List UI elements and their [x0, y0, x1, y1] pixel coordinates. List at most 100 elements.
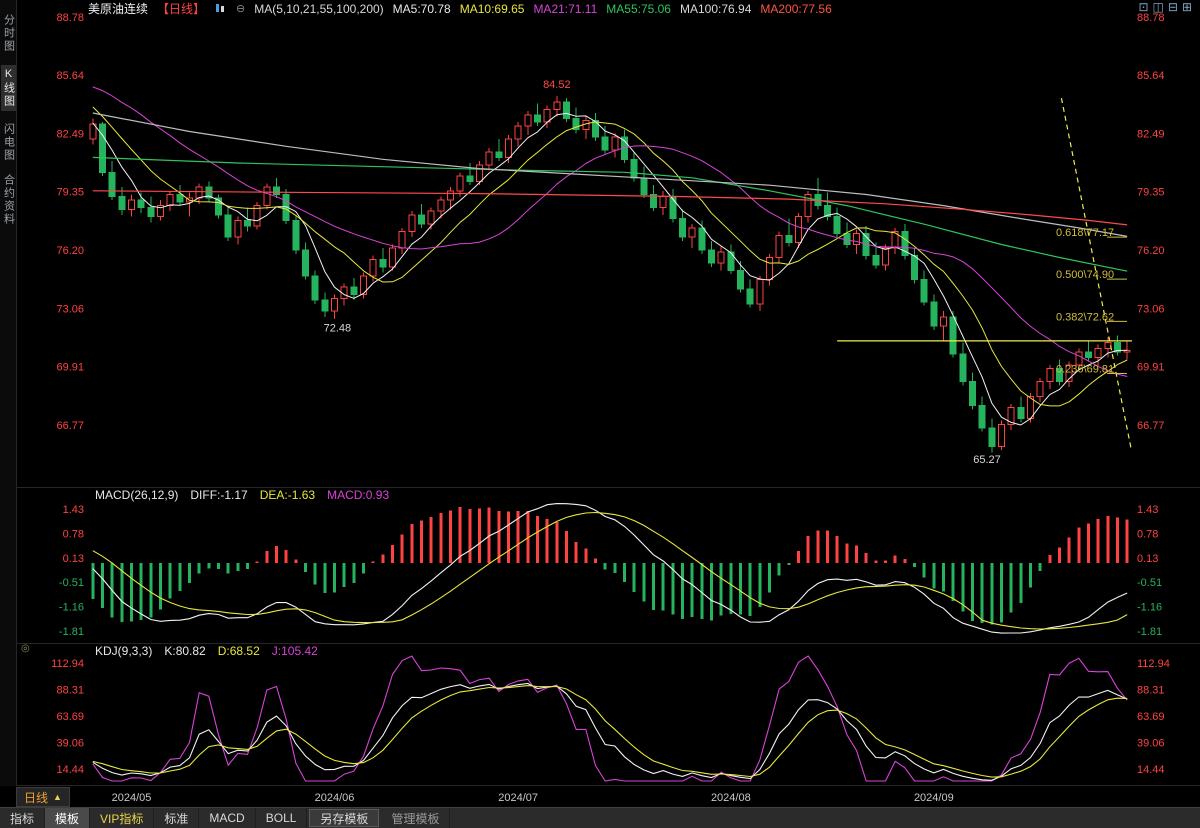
y-axis-label: 66.77: [56, 420, 84, 432]
ma-params-label: MA(5,10,21,55,100,200): [254, 1, 384, 16]
sidebar-tab-flash-chart[interactable]: 闪电图: [2, 123, 15, 162]
indicator-tab[interactable]: 指标: [0, 808, 46, 828]
candle-body: [766, 257, 773, 281]
kdj-d-line: [92, 685, 1128, 778]
candle-body: [775, 234, 783, 259]
macd-histogram: [91, 507, 1129, 625]
macd-tab[interactable]: MACD: [199, 808, 256, 828]
kdj-k-value: K:80.82: [164, 644, 206, 658]
candle-body: [959, 353, 967, 383]
macd-header: MACD(26,12,9) DIFF:-1.17 DEA:-1.63 MACD:…: [95, 488, 389, 502]
x-axis-month-label: 2024/05: [112, 792, 152, 804]
y-axis-label: 82.49: [1137, 129, 1165, 141]
candle-body: [485, 151, 493, 166]
kdj-header: KDJ(9,3,3) K:80.82 D:68.52 J:105.42: [95, 644, 318, 658]
macd-y-label: 0.78: [63, 528, 84, 540]
period-tag: 【日线】: [157, 2, 206, 16]
candle-body: [244, 219, 251, 227]
macd-y-label: -1.81: [1137, 626, 1162, 638]
sidebar-tab-kline-chart[interactable]: K线图: [0, 65, 16, 111]
fib-level-label: 0.382\72.62: [1056, 311, 1114, 323]
candle-body: [1036, 381, 1044, 397]
y-axis-label: 76.20: [1137, 245, 1165, 257]
kdj-y-label: 14.44: [56, 764, 84, 776]
sidebar-tab-contract-info[interactable]: 合约资料: [2, 174, 15, 226]
layout-grid-icon[interactable]: ⊞: [1181, 0, 1192, 14]
indicator-gear-icon[interactable]: ◎: [21, 643, 30, 654]
candle-body: [311, 275, 319, 301]
ma200-line: [92, 190, 1128, 226]
layout-single-icon[interactable]: ⊡: [1138, 0, 1149, 14]
y-axis-label: 69.91: [56, 362, 84, 374]
symbol-title: 美原油连续: [88, 2, 149, 16]
kdj-y-label: 88.31: [1137, 685, 1165, 697]
y-axis-label: 88.78: [56, 12, 84, 24]
panel-divider: [0, 785, 1200, 786]
candle-body: [331, 297, 338, 312]
kdj-y-label: 39.06: [1137, 738, 1165, 750]
candle-body: [872, 255, 880, 266]
sidebar-tab-time-chart[interactable]: 分时图: [2, 14, 15, 53]
ma5-value: MA5:70.78: [392, 1, 451, 16]
layout-split-vertical-icon[interactable]: ◫: [1152, 0, 1164, 14]
macd-y-label: -0.51: [1137, 577, 1162, 589]
fib-level-label: 0.618\77.17: [1056, 227, 1114, 239]
candle-body: [379, 258, 387, 268]
kdj-y-label: 39.06: [56, 738, 84, 750]
candle-body: [89, 123, 97, 140]
macd-y-label: 0.78: [1137, 528, 1158, 540]
y-axis-label: 82.49: [56, 129, 84, 141]
macd-y-label: -1.81: [59, 626, 84, 638]
candle-body: [321, 299, 329, 312]
vip-indicator-tab[interactable]: VIP指标: [90, 808, 155, 828]
boll-tab[interactable]: BOLL: [256, 808, 308, 828]
collapse-icon[interactable]: ⊖: [236, 3, 246, 15]
candle-body: [1104, 342, 1112, 349]
candle-body: [456, 175, 464, 192]
candle-body: [853, 232, 860, 246]
y-axis-label: 85.64: [56, 70, 84, 82]
candle-body: [234, 219, 242, 238]
left-sidebar: 分时图 K线图 闪电图 合约资料: [0, 0, 17, 786]
chart-header: 美原油连续 【日线】 ⊖ MA(5,10,21,55,100,200) MA5:…: [88, 1, 832, 17]
ma200-value: MA200:77.56: [760, 1, 832, 16]
candle-body: [447, 190, 454, 201]
candle-body: [418, 214, 425, 225]
layout-split-horizontal-icon[interactable]: ⊟: [1167, 0, 1178, 14]
ma10-line: [92, 106, 1128, 407]
candle-body: [157, 205, 164, 218]
candle-body: [1017, 407, 1025, 420]
candle-body: [843, 232, 851, 246]
template-tab[interactable]: 模板: [45, 808, 91, 828]
candle-body: [698, 227, 706, 251]
y-axis-label: 85.64: [1137, 70, 1165, 82]
layout-icon-group: ⊡ ◫ ⊟ ⊞: [1138, 0, 1192, 14]
y-axis-label: 79.35: [1137, 187, 1165, 199]
macd-y-label: 0.13: [63, 553, 84, 565]
kline-style-icon[interactable]: [214, 3, 227, 14]
kdj-y-label: 88.31: [56, 685, 84, 697]
candle-body: [466, 175, 474, 183]
standard-tab[interactable]: 标准: [154, 808, 200, 828]
x-axis-month-label: 2024/07: [498, 792, 538, 804]
bottom-toolbar: 指标 模板 VIP指标 标准 MACD BOLL 另存模板 管理模板: [0, 807, 1200, 828]
candle-body: [408, 214, 416, 233]
candle-body: [659, 195, 667, 208]
candle-body: [920, 279, 928, 303]
candle-body: [1056, 368, 1063, 383]
candle-body: [195, 186, 203, 199]
macd-y-label: 1.43: [1137, 504, 1158, 516]
save-template-tab[interactable]: 另存模板: [309, 809, 380, 827]
period-dropdown-button[interactable]: 日线 ▲: [16, 787, 70, 807]
candle-body: [650, 194, 657, 208]
candle-body: [514, 125, 522, 140]
chevron-up-icon: ▲: [53, 792, 62, 802]
macd-y-label: 1.43: [63, 504, 84, 516]
candle-body: [118, 195, 126, 210]
manage-template-tab[interactable]: 管理模板: [381, 808, 451, 828]
candle-body: [137, 199, 145, 208]
candle-body: [930, 301, 938, 327]
kdj-y-label: 63.69: [1137, 711, 1165, 723]
x-axis-month-label: 2024/09: [914, 792, 954, 804]
